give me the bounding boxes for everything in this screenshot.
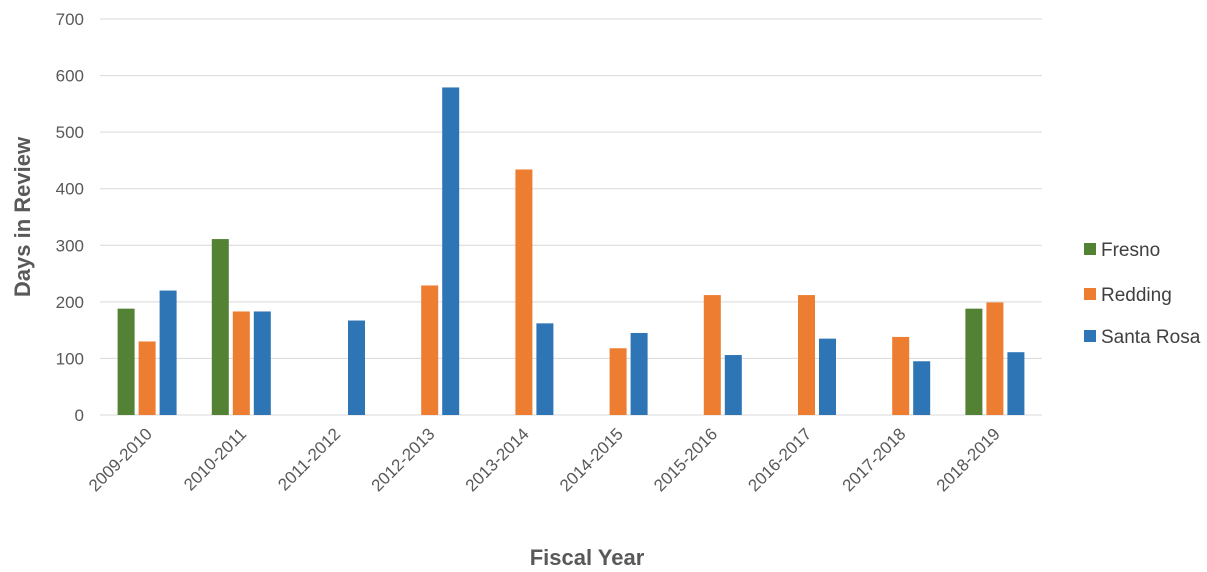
bar-santa-rosa: [159, 290, 177, 415]
x-tick-label: 2011-2012: [274, 424, 344, 494]
bar-santa-rosa: [253, 311, 271, 415]
legend: Fresno Redding Santa Rosa: [1084, 240, 1201, 348]
legend-label: Fresno: [1101, 240, 1160, 261]
bar-santa-rosa: [913, 361, 931, 415]
legend-swatch: [1084, 330, 1096, 342]
x-tick-label: 2009-2010: [85, 424, 156, 495]
x-tick-label: 2012-2013: [368, 424, 439, 495]
legend-label: Redding: [1101, 285, 1172, 306]
y-axis-title: Days in Review: [10, 136, 35, 297]
bar-fresno: [211, 239, 229, 415]
legend-swatch: [1084, 243, 1096, 255]
bars: [117, 87, 1025, 416]
y-tick-label: 300: [56, 236, 84, 255]
y-tick-label: 200: [56, 293, 84, 312]
bar-redding: [798, 295, 815, 415]
bar-redding: [609, 348, 627, 415]
y-tick-label: 700: [56, 10, 84, 29]
y-tick-label: 600: [56, 67, 84, 86]
legend-item: Fresno: [1084, 240, 1160, 261]
bar-fresno: [965, 308, 983, 415]
x-tick-label: 2013-2014: [462, 424, 533, 495]
bar-santa-rosa: [724, 355, 742, 415]
bar-santa-rosa: [348, 320, 365, 415]
bar-santa-rosa: [442, 87, 460, 416]
x-tick-label: 2010-2011: [180, 424, 250, 494]
y-tick-label: 0: [75, 406, 84, 425]
bar-redding: [138, 341, 156, 415]
legend-item: Redding: [1084, 285, 1172, 306]
bar-redding: [892, 336, 910, 415]
bar-redding: [703, 295, 721, 415]
x-tick-label: 2016-2017: [744, 424, 815, 495]
legend-swatch: [1084, 288, 1096, 300]
bar-fresno: [117, 308, 135, 415]
y-tick-label: 400: [56, 180, 84, 199]
bar-redding: [986, 302, 1004, 415]
bar-santa-rosa: [819, 338, 836, 415]
x-axis-title: Fiscal Year: [530, 545, 645, 567]
x-tick-label: 2017-2018: [839, 424, 910, 495]
x-tick-label: 2015-2016: [650, 424, 721, 495]
bar-redding: [515, 169, 533, 415]
bar-santa-rosa: [536, 323, 554, 415]
x-tick-label: 2014-2015: [556, 424, 627, 495]
bar-redding: [232, 311, 250, 415]
x-axis-ticks: 2009-2010 2010-2011 2011-2012 2012-2013 2013…: [85, 424, 1004, 495]
y-axis-ticks: 0 100 200 300 400 500 600 700: [56, 10, 84, 425]
y-tick-label: 100: [56, 349, 84, 368]
bar-santa-rosa: [1007, 352, 1025, 415]
y-tick-label: 500: [56, 123, 84, 142]
x-tick-label: 2018-2019: [933, 424, 1004, 495]
bar-redding: [421, 285, 439, 415]
legend-item: Santa Rosa: [1084, 327, 1201, 348]
bar-santa-rosa: [630, 332, 648, 415]
legend-label: Santa Rosa: [1101, 327, 1201, 348]
